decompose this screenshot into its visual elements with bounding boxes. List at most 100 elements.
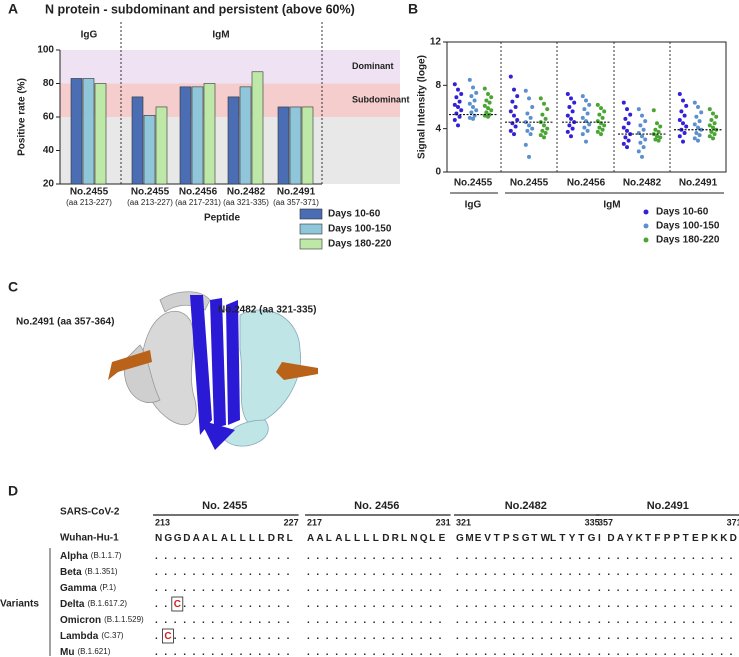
point xyxy=(707,134,712,139)
bar xyxy=(277,106,290,185)
point xyxy=(638,140,643,145)
panel-label: C xyxy=(8,279,18,295)
y-tick-label: 4 xyxy=(435,123,441,134)
point xyxy=(467,115,472,120)
range-end: 371 xyxy=(727,517,739,527)
sequence: ............... xyxy=(456,567,591,578)
legend-swatch xyxy=(299,208,323,220)
point xyxy=(681,139,685,144)
point xyxy=(525,128,530,133)
variant-name: Beta (B.1.351) xyxy=(60,567,118,578)
x-axis-label: Peptide xyxy=(204,213,241,224)
point xyxy=(580,115,585,120)
point xyxy=(699,127,704,132)
x-tick-label: No.2491 xyxy=(277,187,316,198)
point xyxy=(486,92,490,96)
sequence: ............... xyxy=(456,631,591,642)
point xyxy=(602,123,607,128)
bar xyxy=(301,106,314,185)
point xyxy=(523,120,528,125)
sequence: ............... xyxy=(307,647,442,657)
range-end: 335 xyxy=(585,517,600,527)
point xyxy=(540,112,545,117)
point xyxy=(508,74,513,79)
y-tick-label: 0 xyxy=(435,167,441,178)
protein-structure xyxy=(108,291,318,450)
peptide-name: No. 2455 xyxy=(202,500,247,512)
point xyxy=(513,105,518,109)
point xyxy=(528,115,533,120)
bar xyxy=(155,106,168,185)
point xyxy=(595,129,600,134)
x-tick-label: No.2455 xyxy=(131,187,170,198)
peptide-name: No.2491 xyxy=(647,500,689,512)
point xyxy=(567,105,572,109)
x-tick-label: No.2482 xyxy=(623,178,662,189)
legend-swatch xyxy=(299,238,323,250)
bar xyxy=(239,86,252,185)
variant-name: Lambda (C.37) xyxy=(60,631,124,642)
point xyxy=(543,116,548,121)
point xyxy=(585,128,590,133)
point xyxy=(528,132,533,137)
point xyxy=(472,98,477,103)
point xyxy=(658,135,663,140)
point xyxy=(656,138,661,143)
point xyxy=(681,98,685,103)
point xyxy=(459,92,464,96)
point xyxy=(487,100,492,105)
point xyxy=(508,109,513,114)
reference-name: Wuhan-Hu-1 xyxy=(60,533,119,544)
sequence: G ME V T P S G T WL T Y T G xyxy=(456,533,596,544)
point xyxy=(530,105,535,109)
point xyxy=(482,103,487,108)
point xyxy=(707,107,712,112)
sequence: ............... xyxy=(155,647,290,657)
point xyxy=(523,88,528,93)
point xyxy=(570,109,575,114)
variants-label: Variants xyxy=(0,599,39,610)
point xyxy=(474,108,479,113)
point xyxy=(626,121,631,126)
panel-label: B xyxy=(408,1,418,17)
point xyxy=(538,96,543,101)
point xyxy=(530,126,535,131)
bar xyxy=(131,96,144,185)
point xyxy=(712,132,717,137)
structure-label: No.2482 (aa 321-335) xyxy=(218,305,316,316)
point xyxy=(656,129,661,134)
sequence: ..C............ xyxy=(155,599,290,610)
point xyxy=(525,111,530,116)
variant-name-text: Alpha xyxy=(60,551,88,562)
structure-label: No.2491 (aa 357-364) xyxy=(16,317,114,328)
range-start: 357 xyxy=(598,517,613,527)
bar xyxy=(82,78,95,185)
point xyxy=(538,133,543,138)
panel-label: A xyxy=(8,1,18,17)
sequence: ............... xyxy=(307,599,442,610)
x-tick-note: (aa 217-231) xyxy=(175,198,221,207)
point xyxy=(682,131,687,135)
y-tick-label: 80 xyxy=(43,78,55,89)
point xyxy=(527,123,531,128)
bar xyxy=(289,106,302,185)
variant-name: Gamma (P.1) xyxy=(60,583,116,594)
point xyxy=(569,116,573,121)
variant-name: Mu (B.1.621) xyxy=(60,647,111,657)
point xyxy=(600,115,605,120)
point xyxy=(653,137,658,142)
sequence: ............... xyxy=(307,615,442,626)
range-end: 231 xyxy=(436,517,451,527)
point xyxy=(599,132,603,137)
sequence: ............... xyxy=(598,615,733,626)
point xyxy=(651,108,656,113)
variant-lineage: (B.1.621) xyxy=(77,647,110,656)
point xyxy=(623,116,628,121)
point xyxy=(587,122,592,127)
point xyxy=(542,135,546,140)
point xyxy=(584,98,588,103)
point xyxy=(569,96,573,101)
point xyxy=(694,114,699,119)
